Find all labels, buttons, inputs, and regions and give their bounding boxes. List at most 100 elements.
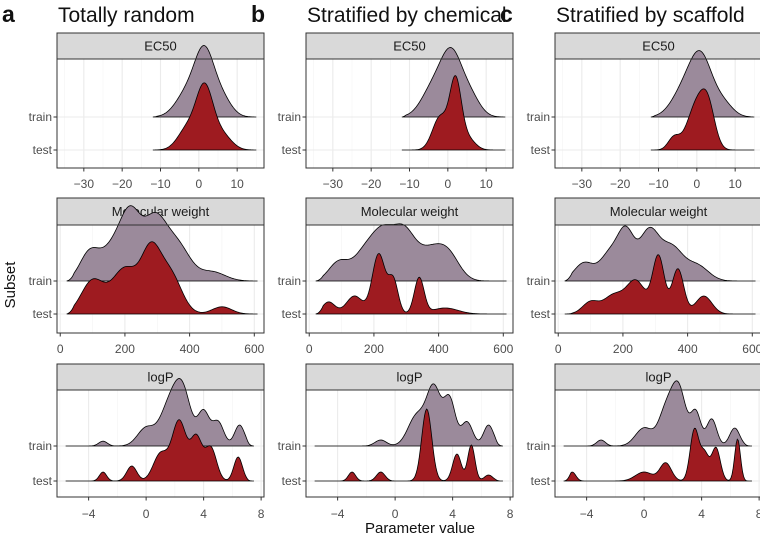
facet-strip — [56, 32, 265, 60]
x-tick-label: −20 — [112, 177, 133, 191]
density-ridge-test — [152, 82, 257, 151]
panels: a Totally random EC50 −30 −20 −10 0 10 train test… — [2, 1, 760, 521]
panel-border — [305, 224, 514, 334]
density-ridge-train — [152, 45, 257, 118]
density-ridge-test — [66, 241, 258, 315]
x-tick-label: 0 — [693, 177, 700, 191]
x-tick-label: −20 — [361, 177, 382, 191]
panel-a: a Totally random EC50 −30 −20 −10 0 10 train test… — [2, 1, 265, 521]
density-ridge-train — [65, 378, 254, 447]
panel-title-a: Totally random — [58, 4, 195, 27]
x-tick-label: 10 — [728, 177, 742, 191]
facet-b-logp: logP −4 0 4 8 train test — [278, 363, 514, 521]
y-tick-label-train: train — [29, 110, 52, 124]
x-tick-label: −4 — [331, 507, 345, 521]
x-tick-label: 600 — [742, 342, 760, 356]
x-tick-label: 4 — [449, 507, 456, 521]
facet-strip-label: EC50 — [393, 39, 426, 54]
x-tick-label: 8 — [507, 507, 514, 521]
facet-strip-label: Molecular weight — [361, 204, 459, 219]
facet-strip-label: logP — [147, 370, 173, 385]
x-tick-label: −20 — [610, 177, 631, 191]
panel-border — [56, 389, 265, 498]
x-tick-label: 10 — [230, 177, 244, 191]
x-tick-label: 400 — [678, 342, 698, 356]
panel-border — [554, 389, 760, 498]
x-tick-label: 0 — [641, 507, 648, 521]
x-tick-label: 10 — [479, 177, 493, 191]
facet-strip-label: Molecular weight — [610, 204, 708, 219]
facet-strip-label: logP — [396, 370, 422, 385]
y-tick-label-train: train — [527, 439, 550, 453]
density-ridge-train — [315, 223, 507, 282]
panel-letter-c: c — [500, 1, 513, 27]
x-tick-label: −30 — [572, 177, 593, 191]
x-tick-label: 600 — [493, 342, 513, 356]
density-ridge-train — [314, 383, 503, 447]
y-tick-label-train: train — [29, 439, 52, 453]
x-tick-label: −30 — [323, 177, 344, 191]
y-axis-title: Subset — [2, 261, 19, 309]
facet-strip-label: EC50 — [144, 39, 177, 54]
x-tick-label: 8 — [756, 507, 760, 521]
panel-title-b: Stratified by chemical — [307, 4, 507, 27]
x-tick-label: 400 — [180, 342, 200, 356]
facet-strip — [554, 197, 760, 226]
panel-letter-b: b — [251, 1, 265, 27]
y-tick-label-test: test — [282, 143, 302, 157]
panel-title-c: Stratified by scaffold — [556, 4, 745, 27]
x-tick-label: 400 — [429, 342, 449, 356]
x-tick-label: −4 — [82, 507, 96, 521]
density-ridge-train — [564, 225, 756, 282]
x-tick-label: −4 — [580, 507, 594, 521]
x-tick-label: 4 — [698, 507, 705, 521]
x-tick-label: −10 — [399, 177, 420, 191]
panel-border — [554, 224, 760, 334]
panel-border — [305, 389, 514, 498]
y-tick-label-train: train — [278, 439, 301, 453]
facet-strip — [554, 363, 760, 391]
y-tick-label-test: test — [33, 143, 53, 157]
x-tick-label: 200 — [364, 342, 384, 356]
density-ridge-test — [650, 88, 755, 151]
x-tick-label: −10 — [648, 177, 669, 191]
y-tick-label-train: train — [527, 274, 550, 288]
density-ridge-train — [563, 380, 752, 447]
x-tick-label: 0 — [306, 342, 313, 356]
x-axis-title: Parameter value — [365, 520, 475, 537]
x-tick-label: 0 — [392, 507, 399, 521]
y-tick-label-train: train — [278, 110, 301, 124]
facet-strip — [305, 363, 514, 391]
x-tick-label: 200 — [613, 342, 633, 356]
facet-c-molecular-weight: Molecular weight 0 200 400 600 train test — [527, 197, 760, 356]
x-tick-label: 0 — [57, 342, 64, 356]
density-ridge-test — [314, 408, 503, 482]
y-tick-label-test: test — [531, 307, 551, 321]
facet-strip-label: logP — [645, 370, 671, 385]
panel-letter-a: a — [2, 1, 15, 27]
x-tick-label: 600 — [244, 342, 264, 356]
y-tick-label-test: test — [531, 143, 551, 157]
facet-a-ec50: EC50 −30 −20 −10 0 10 train test — [29, 32, 265, 191]
facet-a-logp: logP −4 0 4 8 train test — [29, 363, 265, 521]
y-tick-label-train: train — [527, 110, 550, 124]
y-tick-label-test: test — [33, 307, 53, 321]
panel-c: c Stratified by scaffold EC50 −30 −20 −10 0 10 t… — [500, 1, 760, 521]
facet-b-ec50: EC50 −30 −20 −10 0 10 train test — [278, 32, 514, 191]
x-tick-label: 0 — [143, 507, 150, 521]
facet-strip-label: EC50 — [642, 39, 675, 54]
panel-b: b Stratified by chemical EC50 −30 −20 −10 0 10 t… — [251, 1, 514, 521]
y-tick-label-test: test — [33, 474, 53, 488]
density-ridge-train — [66, 205, 258, 282]
x-tick-label: −30 — [74, 177, 95, 191]
x-tick-label: 200 — [115, 342, 135, 356]
facet-c-ec50: EC50 −30 −20 −10 0 10 train test — [527, 32, 760, 191]
x-tick-label: 0 — [444, 177, 451, 191]
facet-strip — [56, 363, 265, 391]
x-tick-label: −10 — [150, 177, 171, 191]
panel-border — [56, 224, 265, 334]
x-tick-label: 0 — [195, 177, 202, 191]
density-ridge-train — [650, 50, 755, 118]
y-tick-label-train: train — [29, 274, 52, 288]
